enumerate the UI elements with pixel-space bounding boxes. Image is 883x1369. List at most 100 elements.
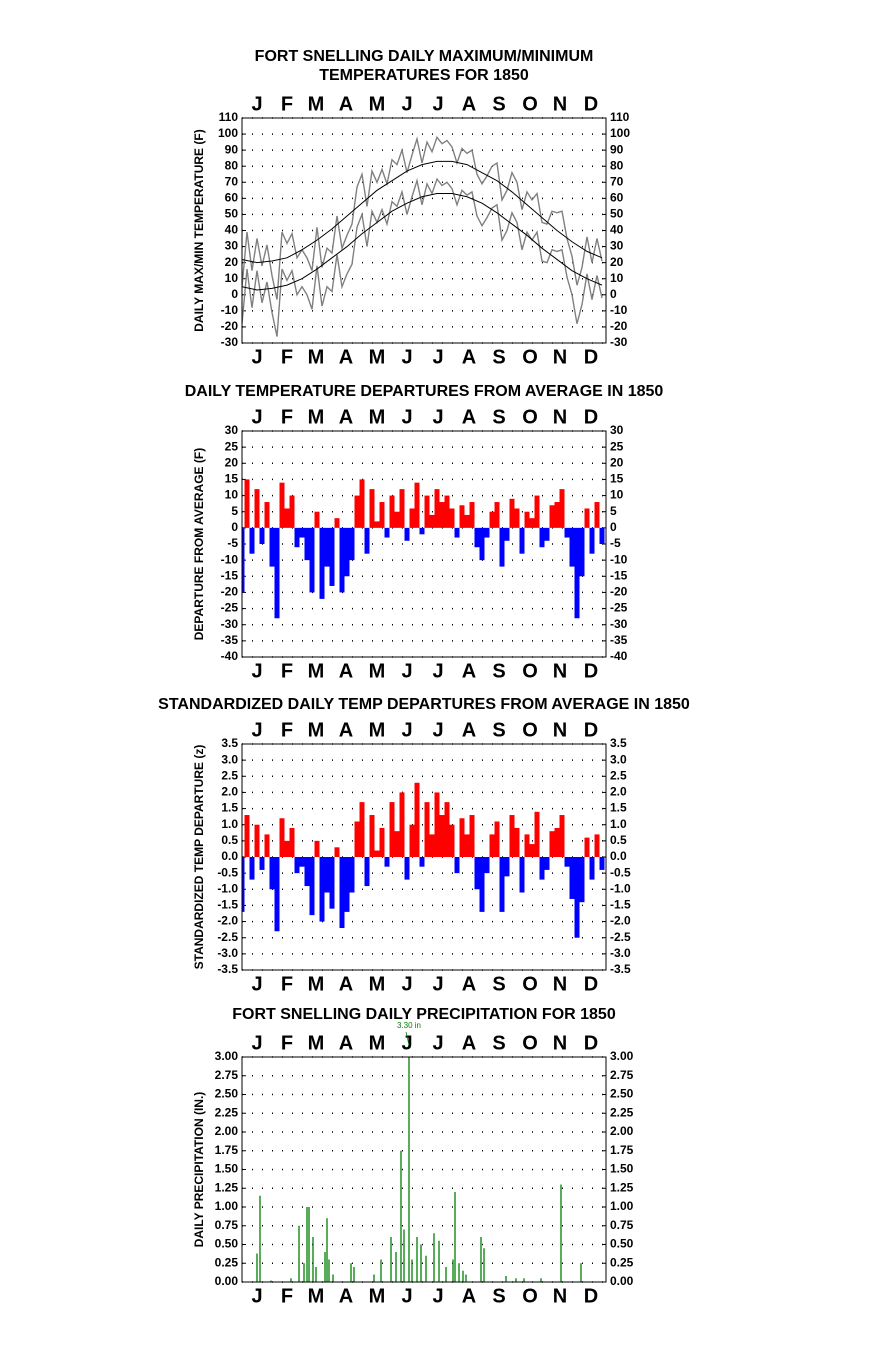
bar [454,527,460,538]
y-tick-label: 0.50 [215,1237,239,1251]
bar [332,1274,334,1282]
month-label: M [369,1285,386,1307]
bar [544,527,550,541]
bar [269,857,275,890]
bar [373,1274,375,1282]
bar [452,1259,454,1282]
month-label: S [492,1285,505,1307]
bar [249,857,255,880]
bar [339,527,345,593]
month-label: M [308,973,325,995]
month-label: D [584,660,598,682]
y-tick-label: 50 [610,207,624,221]
y-tick-label: -2.0 [217,914,238,928]
y-tick-label: 110 [610,110,630,124]
month-label: M [369,973,386,995]
bar [274,857,280,932]
y-tick-label: 3.0 [610,752,627,766]
y-tick-label: 100 [610,126,630,140]
y-tick-label: 10 [610,271,624,285]
bar [244,479,250,528]
bar [429,834,435,857]
bar [264,502,270,528]
y-tick-label: 10 [225,488,239,502]
month-label: O [522,346,538,368]
bar [290,1278,292,1282]
month-label: N [553,1285,567,1307]
y-tick-label: 2.50 [610,1087,634,1101]
y-tick-label: 30 [610,423,624,437]
month-label: A [462,93,476,115]
month-label: F [281,1032,293,1054]
bar [534,495,540,528]
bar [454,857,460,874]
y-tick-label: 2.0 [610,785,627,799]
bar [464,834,470,857]
month-label: A [339,93,353,115]
y-tick-label: -2.5 [217,930,238,944]
plot-frame [241,430,607,658]
bar [242,527,245,593]
month-label: M [369,1032,386,1054]
y-tick-label: 20 [610,255,624,269]
bar [344,527,350,577]
month-label: A [462,406,476,428]
series-line [242,193,603,291]
month-label: J [251,346,262,368]
bar [409,824,415,857]
month-label: O [522,660,538,682]
month-label: J [401,973,412,995]
month-label: N [553,1032,567,1054]
plot-frame [241,117,607,344]
month-label: M [369,406,386,428]
bar [416,1237,418,1282]
y-tick-label: 110 [219,110,239,124]
bar [462,1270,464,1282]
month-label: A [339,346,353,368]
month-label: M [308,660,325,682]
month-label: M [308,93,325,115]
month-label: J [401,346,412,368]
y-tick-label: -35 [221,633,239,647]
data-label: 3.30 in [397,1021,421,1030]
bar [554,827,560,857]
month-label: S [492,973,505,995]
bar [294,527,300,548]
month-label: O [522,719,538,741]
bar [419,527,425,535]
bar [399,489,405,528]
bar [259,1195,261,1282]
y-tick-label: 2.75 [610,1068,634,1082]
bar [519,527,525,554]
month-label: S [492,93,505,115]
bar [299,857,305,867]
bar [504,857,510,877]
month-label: J [401,1285,412,1307]
y-tick-label: 0.75 [215,1218,239,1232]
y-tick-label: -40 [221,649,239,663]
bar [384,857,390,867]
bar [599,527,605,544]
bar [465,1274,467,1282]
y-tick-label: -2.0 [610,914,631,928]
bar [350,1263,352,1282]
bar [549,505,555,528]
month-label: O [522,93,538,115]
series-line [242,160,603,264]
y-tick-label: -15 [610,568,628,582]
bar [454,1192,456,1282]
y-tick-label: -25 [221,601,239,615]
y-tick-label: 25 [610,439,624,453]
month-label: J [251,719,262,741]
month-label: J [432,1285,443,1307]
bar [445,1267,447,1282]
bar [519,857,525,893]
bar [479,857,485,912]
y-tick-label: 0.0 [610,849,627,863]
month-label: D [584,93,598,115]
bar [390,1237,392,1282]
month-label: O [522,1285,538,1307]
bar [425,1255,427,1282]
y-axis-label: DAILY MAX/MIN TEMPERATURE (F) [192,129,206,331]
bar [409,508,415,528]
